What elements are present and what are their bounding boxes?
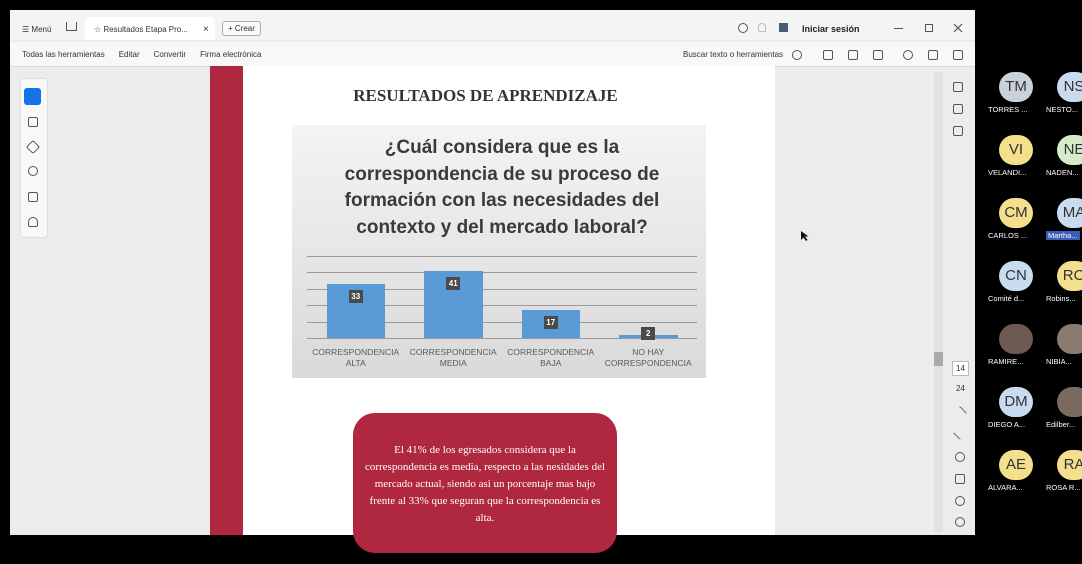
toolbar-items: Todas las herramientas Editar Convertir Fir… <box>22 50 261 59</box>
participant-name: VELANDI... <box>988 168 1026 177</box>
participant-avatar[interactable]: DM <box>999 387 1033 417</box>
x-tick-label: NO HAY CORRESPONDENCIA <box>602 347 694 369</box>
notifications-icon[interactable] <box>758 23 766 32</box>
participant-name: CARLOS ... <box>988 231 1027 240</box>
participants-panel: TM TORRES ... NS NESTO... VI VELANDI... NE NADE… <box>975 60 1082 520</box>
toolbar-item[interactable]: Firma electrónica <box>200 50 261 59</box>
grid-line <box>307 272 697 273</box>
select-tool[interactable] <box>24 88 41 105</box>
current-page[interactable]: 14 <box>952 361 969 376</box>
participant-name: TORRES ... <box>988 105 1027 114</box>
sign-in[interactable]: Iniciar sesión <box>802 24 860 34</box>
new-tab[interactable]: + Crear <box>222 21 261 36</box>
participant-avatar[interactable]: MA <box>1057 198 1082 228</box>
home-button[interactable] <box>66 22 77 31</box>
toolbar-icon[interactable] <box>928 50 938 60</box>
participant-name: DIEGO A... <box>988 420 1025 429</box>
page-heading: RESULTADOS DE APRENDIZAJE <box>243 86 728 106</box>
participant-name: NADEN... <box>1046 168 1079 177</box>
participant-name: ROSA R... <box>1046 483 1081 492</box>
grid-line <box>307 256 697 257</box>
scrollbar[interactable] <box>934 72 943 532</box>
participant-name: Comité d... <box>988 294 1024 303</box>
comment-tool[interactable] <box>28 117 38 127</box>
participant-avatar[interactable]: NE <box>1057 135 1082 165</box>
search-icon[interactable] <box>792 50 802 60</box>
participant-name: Edilber... <box>1046 420 1075 429</box>
document-tab-title: ☆ Resultados Etapa Pro... <box>94 25 188 34</box>
callout-text: El 41% de los egresados considera que la… <box>362 442 608 527</box>
participant-name: RAMIRE... <box>988 357 1023 366</box>
participant-avatar[interactable]: RA <box>1057 450 1082 480</box>
side-icon[interactable] <box>953 126 963 136</box>
side-icon[interactable] <box>953 82 963 92</box>
page-stripe <box>210 66 243 535</box>
value-label: 41 <box>446 277 460 290</box>
toolbar-icon[interactable] <box>848 50 858 60</box>
maximize-button[interactable] <box>925 24 933 32</box>
participant-avatar[interactable]: AE <box>999 450 1033 480</box>
toolbar-icon[interactable] <box>953 50 963 60</box>
search-label[interactable]: Buscar texto o herramientas <box>683 50 783 59</box>
participant-avatar[interactable]: TM <box>999 72 1033 102</box>
tab-title: Resultados Etapa Pro... <box>103 25 188 34</box>
total-pages: 24 <box>956 384 965 393</box>
chart: ¿Cuál considera que es la correspondenci… <box>292 125 706 378</box>
participant-avatar[interactable]: RO <box>1057 261 1082 291</box>
value-label: 17 <box>544 316 558 329</box>
screen: ☰ Menú ☆ Resultados Etapa Pro... × + Cre… <box>0 0 1082 564</box>
zoom-in[interactable] <box>955 496 965 506</box>
participant-name: Martha... <box>1046 231 1080 240</box>
sign-tool[interactable] <box>28 217 38 227</box>
erase-tool[interactable] <box>28 166 38 176</box>
participant-name: NIBIA... <box>1046 357 1072 366</box>
participant-avatar[interactable]: VI <box>999 135 1033 165</box>
participant-name: Robins... <box>1046 294 1076 303</box>
mouse-cursor <box>800 230 810 242</box>
page-icon[interactable] <box>955 474 965 484</box>
grid-line <box>307 338 697 339</box>
participant-avatar[interactable]: NS <box>1057 72 1082 102</box>
participant-avatar[interactable] <box>1057 324 1082 354</box>
chart-title: ¿Cuál considera que es la correspondenci… <box>332 135 672 241</box>
value-label: 2 <box>641 327 655 340</box>
close-tab[interactable]: × <box>203 24 209 35</box>
zoom-out[interactable] <box>955 517 965 527</box>
text-tool[interactable] <box>28 192 38 202</box>
toolbar-icon[interactable] <box>823 50 833 60</box>
x-tick-label: CORRESPONDENCIA ALTA <box>310 347 402 369</box>
menu-button[interactable]: ☰ Menú <box>22 25 51 34</box>
toolbar-icon[interactable] <box>873 50 883 60</box>
side-icon[interactable] <box>953 104 963 114</box>
participant-avatar[interactable] <box>1057 387 1082 417</box>
participant-name: ALVARA... <box>988 483 1023 492</box>
minimize-button[interactable] <box>894 28 903 29</box>
toolbar-item[interactable]: Editar <box>119 50 140 59</box>
participant-avatar[interactable] <box>999 324 1033 354</box>
toolbar-item[interactable]: Convertir <box>154 50 186 59</box>
x-tick-label: CORRESPONDENCIA MEDIA <box>407 347 499 369</box>
value-label: 33 <box>349 290 363 303</box>
close-window[interactable] <box>953 23 963 33</box>
x-tick-label: CORRESPONDENCIA BAJA <box>505 347 597 369</box>
scroll-thumb[interactable] <box>934 352 943 366</box>
participant-avatar[interactable]: CN <box>999 261 1033 291</box>
toolbar-icon[interactable] <box>903 50 913 60</box>
toolbar-item[interactable]: Todas las herramientas <box>22 50 105 59</box>
menu-label: Menú <box>31 25 51 34</box>
help-icon[interactable] <box>738 23 748 33</box>
rotate[interactable] <box>955 452 965 462</box>
apps-icon[interactable] <box>779 23 788 32</box>
participant-avatar[interactable]: CM <box>999 198 1033 228</box>
participant-name: NESTO... <box>1046 105 1078 114</box>
